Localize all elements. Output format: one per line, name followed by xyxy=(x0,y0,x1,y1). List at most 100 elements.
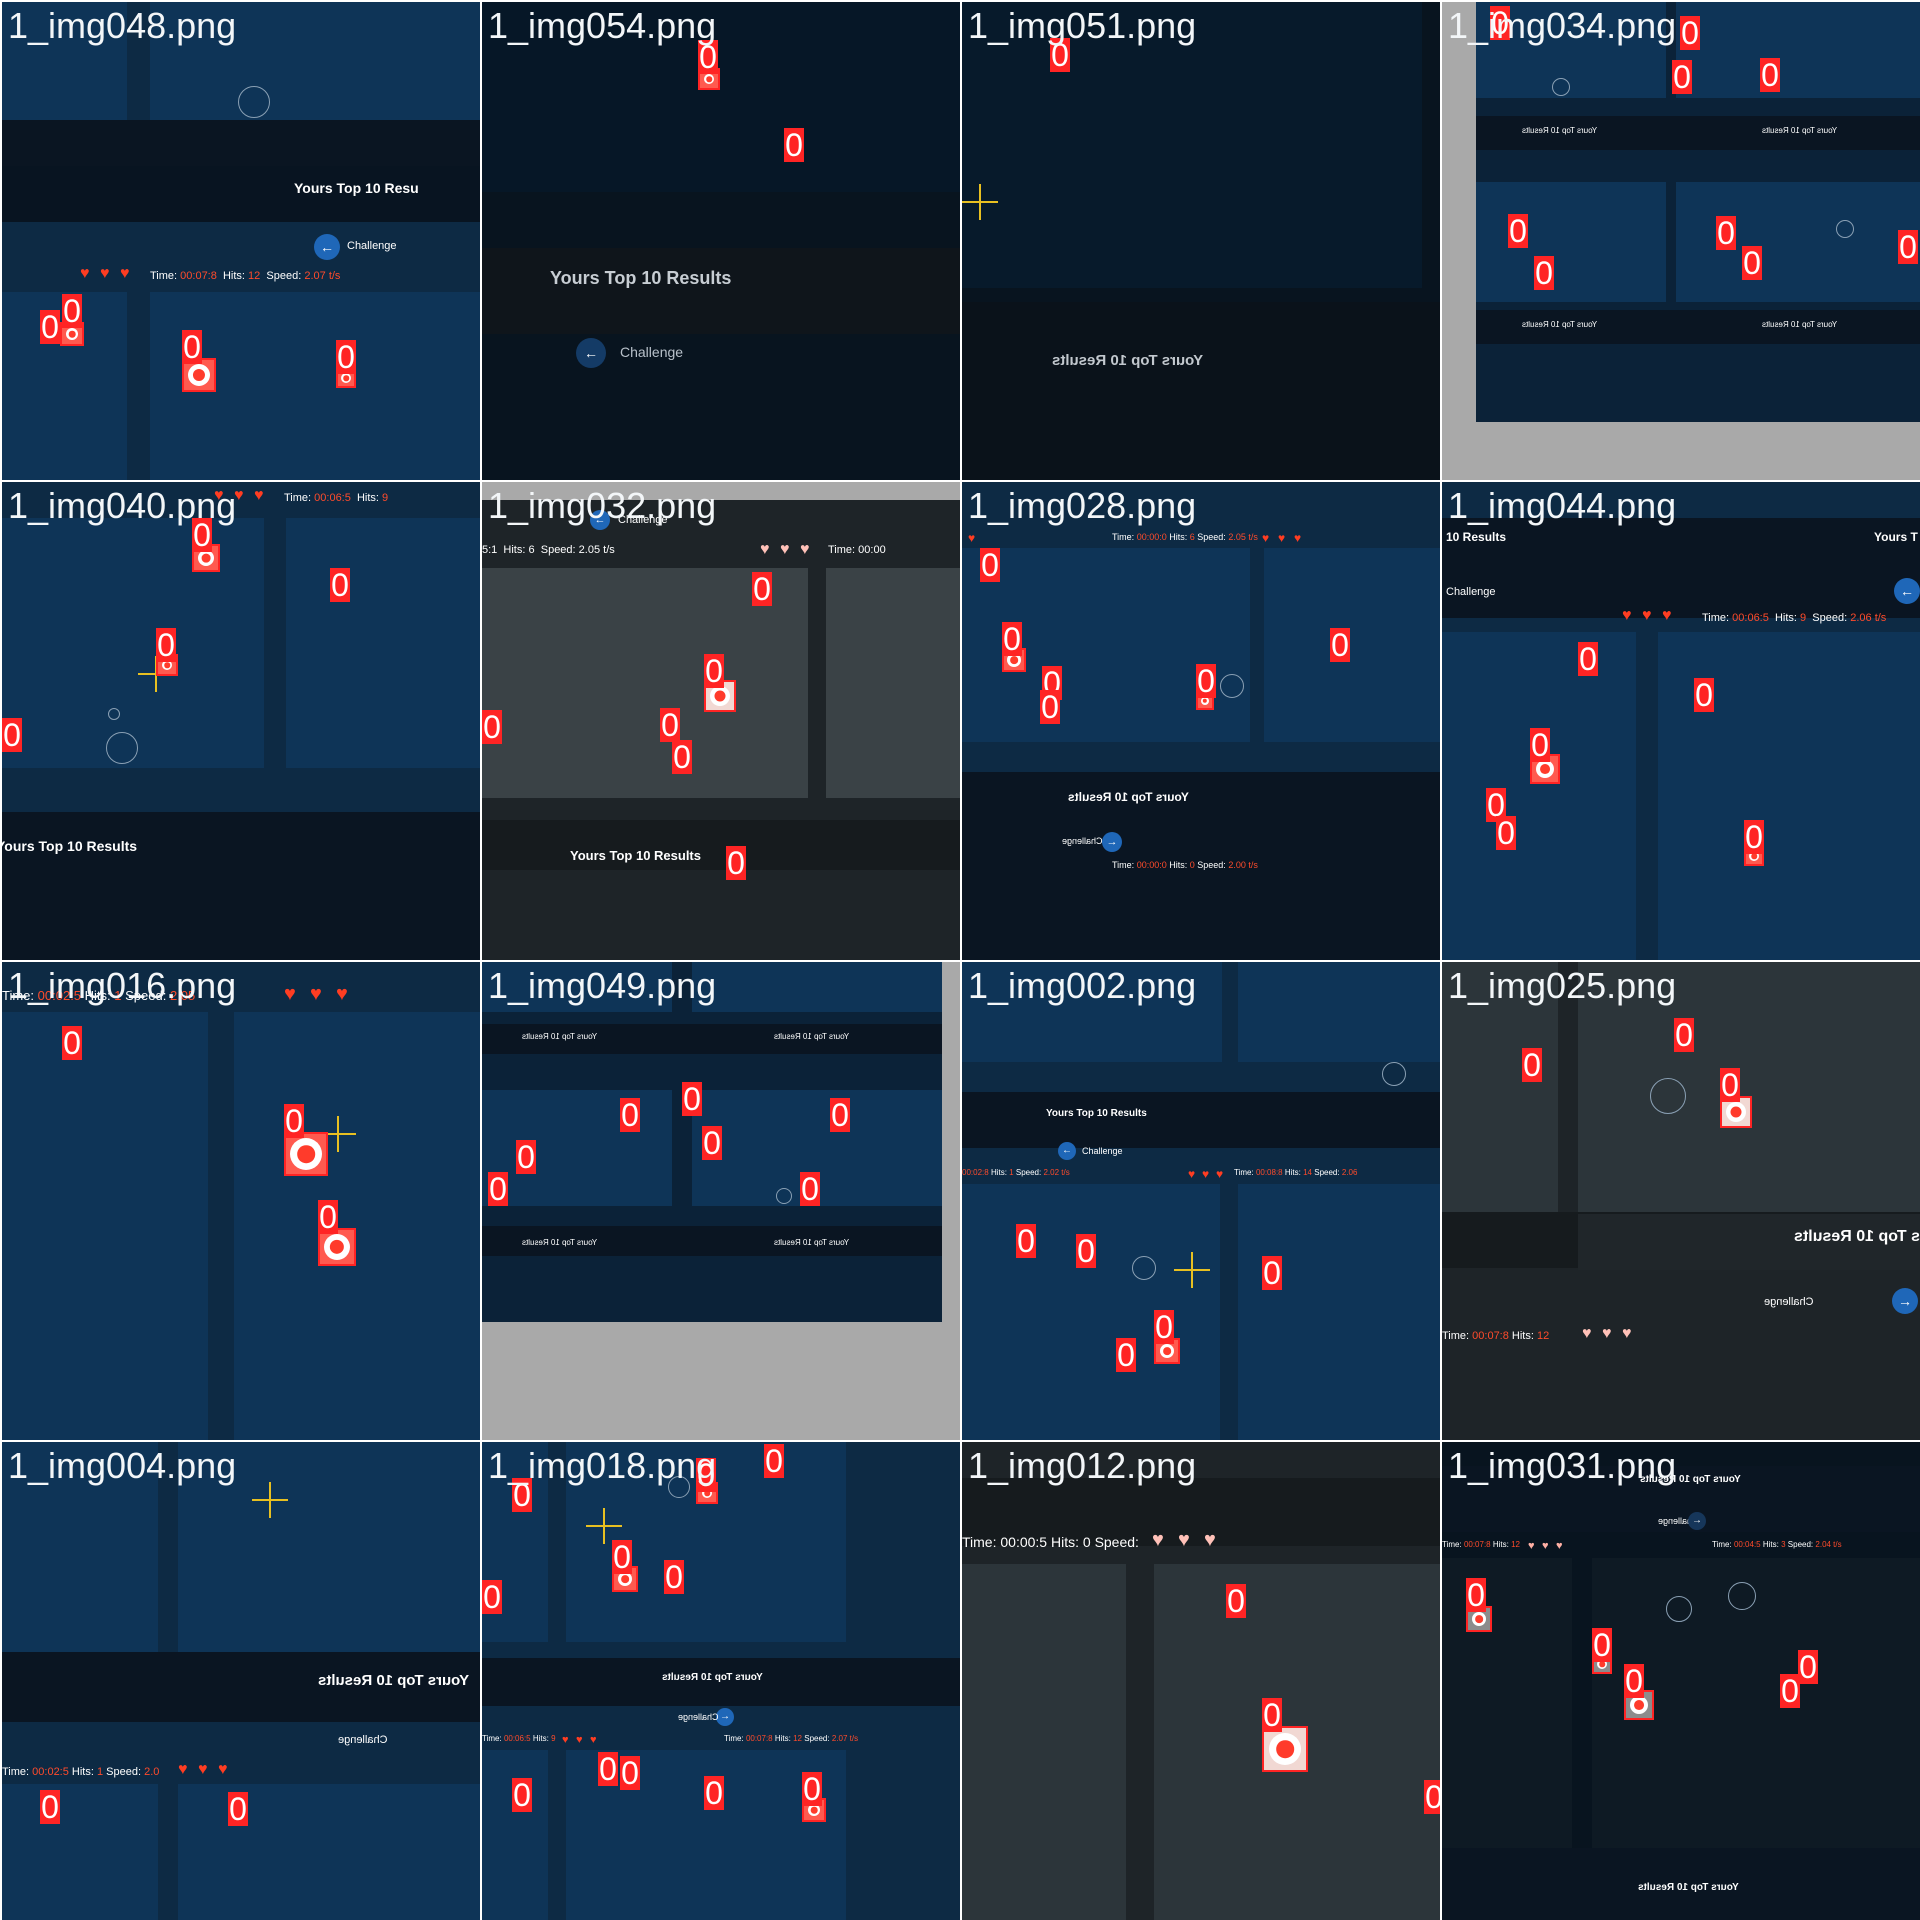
tile-img012[interactable]: Time: 00:00:5 Hits: 0 Speed: ♥ ♥ ♥ 0 0 0 xyxy=(962,1442,1440,1920)
tile-img016[interactable]: Time: 00:02:5 Hits: 1 Speed: 2.05 ♥ ♥ ♥ … xyxy=(2,962,480,1440)
ring-icon xyxy=(108,708,120,720)
target-icon[interactable] xyxy=(1262,1726,1308,1772)
tile-img034[interactable]: Yours Top 10 Results Yours Top 10 Result… xyxy=(1442,2,1920,480)
results-text: Yours Top 10 Results xyxy=(1794,1228,1920,1245)
ring-icon xyxy=(106,732,138,764)
detection-label: 0 xyxy=(598,1751,618,1787)
detection-label: 0 xyxy=(40,309,60,345)
heart-icon: ♥ xyxy=(1202,1167,1210,1181)
back-button[interactable]: → xyxy=(1688,1512,1706,1530)
back-button[interactable]: ← xyxy=(314,234,340,260)
tile-img028[interactable]: Time: 00:00:0 Hits: 6 Speed: 2.05 t/s ♥ … xyxy=(962,482,1440,960)
tile-img054[interactable]: Yours Top 10 Results ← Challenge 0 0 xyxy=(482,2,960,480)
heart-icon: ♥ xyxy=(590,1734,597,1746)
detection-label: 0 xyxy=(1490,5,1510,41)
detection-label: 0 xyxy=(1578,641,1598,677)
tile-img044[interactable]: 10 Results Yours T Challenge ← ♥ ♥ ♥ Tim… xyxy=(1442,482,1920,960)
detection-label: 0 xyxy=(330,567,350,603)
target-icon[interactable] xyxy=(284,1132,328,1176)
detection-label: 0 xyxy=(1624,1663,1644,1699)
ring-icon xyxy=(1728,1582,1756,1610)
back-button[interactable]: → xyxy=(716,1708,734,1726)
detection-label: 0 xyxy=(1466,1577,1486,1613)
results-text: Yours Top 10 Results xyxy=(1762,320,1838,329)
detection-label: 0 xyxy=(182,329,202,365)
results-text: Yours Top 10 Results xyxy=(1522,126,1598,135)
challenge-text: Challenge xyxy=(338,1734,388,1746)
heart-icon: ♥ xyxy=(336,983,348,1005)
back-button[interactable]: ← xyxy=(590,510,610,530)
target-icon[interactable] xyxy=(192,544,220,572)
tile-img040[interactable]: ♥ ♥ ♥ Time: 00:06:5 Hits: 9 Yours Top 10… xyxy=(2,482,480,960)
heart-icon: ♥ xyxy=(760,541,770,558)
detection-label: 0 xyxy=(1076,1233,1096,1269)
detection-label: 0 xyxy=(784,127,804,163)
detection-label: 0 xyxy=(660,707,680,743)
ring-icon xyxy=(668,1476,690,1498)
detection-label: 0 xyxy=(1760,57,1780,93)
hud-stats: Time: 00:06:5 Hits: 9 xyxy=(284,492,389,504)
heart-icon: ♥ xyxy=(198,1761,208,1778)
detection-label: 0 xyxy=(704,1775,724,1811)
tile-img049[interactable]: Yours Top 10 Results Yours Top 10 Result… xyxy=(482,962,960,1440)
results-text: Yours Top 10 Results xyxy=(2,838,138,854)
results-text: 10 Results xyxy=(1446,530,1507,544)
ring-icon xyxy=(1836,220,1854,238)
tile-img025[interactable]: Yours Top 10 Results Challenge → Time: 0… xyxy=(1442,962,1920,1440)
hud-stats: Time: 00:07:8 Hits: 12 Speed: 2.07 t/s xyxy=(150,270,341,282)
detection-label: 0 xyxy=(336,339,356,375)
results-text: Yours Top 10 Results xyxy=(570,848,701,863)
results-text: Yours Top 10 Results xyxy=(318,1672,470,1689)
detection-label: 0 xyxy=(1898,229,1918,265)
tile-img051[interactable]: Yours Top 10 Results 0 xyxy=(962,2,1440,480)
crosshair-icon xyxy=(252,1482,288,1518)
hud-stats: Time: 00:00:0 Hits: 0 Speed: 2.00 t/s xyxy=(1112,860,1258,870)
back-button[interactable]: → xyxy=(1102,832,1122,852)
heart-icon: ♥ xyxy=(1278,531,1286,545)
detection-label: 0 xyxy=(1674,1017,1694,1053)
results-text: Yours Top 10 Results xyxy=(774,1238,850,1247)
detection-label: 0 xyxy=(1016,1223,1036,1259)
heart-icon: ♥ xyxy=(1582,1325,1592,1342)
heart-icon: ♥ xyxy=(968,531,976,545)
challenge-text: Challenge xyxy=(1082,1146,1123,1156)
detection-label: 0 xyxy=(698,39,718,75)
hud-stats: Time: 00:07:8 Hits: 12 xyxy=(1442,1540,1521,1549)
tile-img032[interactable]: ← Challenge 5:1 Hits: 6 Speed: 2.05 t/s … xyxy=(482,482,960,960)
detection-label: 0 xyxy=(612,1539,632,1575)
detection-label: 0 xyxy=(1486,787,1506,823)
tile-img002[interactable]: Yours Top 10 Results ← Challenge ♥ ♥ ♥ 0… xyxy=(962,962,1440,1440)
back-button[interactable]: ← xyxy=(1894,578,1920,604)
back-button[interactable]: → xyxy=(1892,1288,1918,1314)
crosshair-icon xyxy=(962,184,998,220)
tile-img031[interactable]: Yours Top 10 Results Challenge → Time: 0… xyxy=(1442,1442,1920,1920)
back-button[interactable]: ← xyxy=(1058,1142,1076,1160)
heart-icon: ♥ xyxy=(234,487,244,504)
detection-label: 0 xyxy=(1262,1697,1282,1733)
hud-stats: 5:1 Hits: 6 Speed: 2.05 t/s xyxy=(482,544,615,556)
detection-label: 0 xyxy=(1330,627,1350,663)
hud-stats: Time: 00:00:5 Hits: 0 Speed: xyxy=(962,1534,1139,1550)
detection-label: 0 xyxy=(156,627,176,663)
back-button[interactable]: ← xyxy=(576,338,606,368)
detection-label: 0 xyxy=(1508,213,1528,249)
detection-label: 0 xyxy=(284,1103,304,1139)
detection-label: 0 xyxy=(702,1125,722,1161)
detection-label: 0 xyxy=(482,709,502,745)
tile-img004[interactable]: Yours Top 10 Results Challenge Time: 00:… xyxy=(2,1442,480,1920)
detection-label: 0 xyxy=(980,547,1000,583)
results-text: Yours T xyxy=(1874,530,1918,544)
challenge-text: Challenge xyxy=(1764,1296,1814,1308)
detection-label: 0 xyxy=(764,1443,784,1479)
hud-stats: Time: 00:02:5 Hits: 1 Speed: 2.0 xyxy=(2,1766,160,1778)
results-text: Yours Top 10 Results xyxy=(1052,352,1204,369)
hud-stats: Time: 00:06:5 Hits: 9 Speed: 2.06 t/s xyxy=(1702,612,1887,624)
heart-icon: ♥ xyxy=(562,1734,569,1746)
heart-icon: ♥ xyxy=(284,983,296,1005)
hud-stats: Time: 00:02:5 Hits: 1 Speed: 2.05 xyxy=(2,988,196,1003)
tile-img018[interactable]: Yours Top 10 Results → Challenge Time: 0… xyxy=(482,1442,960,1920)
heart-icon: ♥ xyxy=(1188,1167,1196,1181)
detection-label: 0 xyxy=(516,1139,536,1175)
tile-img048[interactable]: Yours Top 10 Resu ← Challenge ♥ ♥ ♥ Time… xyxy=(2,2,480,480)
heart-icon: ♥ xyxy=(1152,1529,1164,1551)
